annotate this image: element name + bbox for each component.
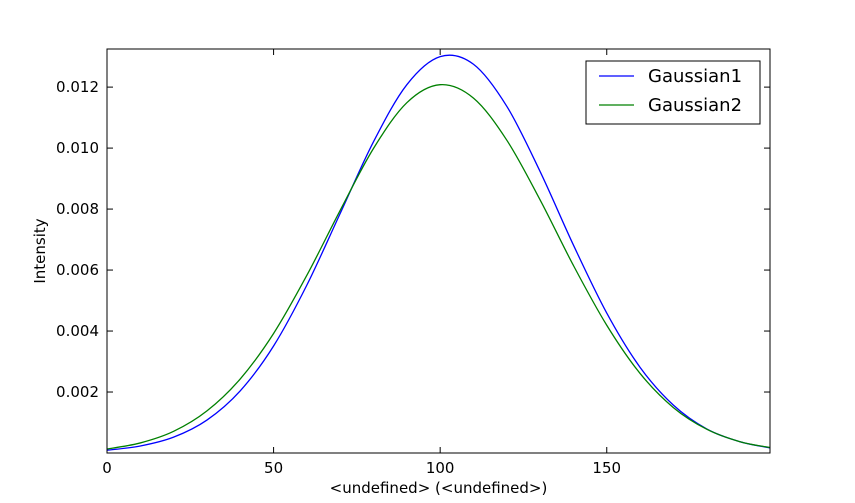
x-tick-label: 150 bbox=[592, 459, 621, 477]
x-tick-label: 50 bbox=[264, 459, 283, 477]
y-tick-label: 0.012 bbox=[56, 78, 99, 96]
y-tick-label: 0.006 bbox=[56, 261, 99, 279]
series-line-gaussian1 bbox=[107, 54, 770, 451]
series-line-gaussian2 bbox=[107, 83, 770, 450]
legend: Gaussian1 Gaussian2 bbox=[585, 60, 761, 125]
y-tick-label: 0.008 bbox=[56, 200, 99, 218]
y-tick-label: 0.002 bbox=[56, 383, 99, 401]
axis-ticks: 0 50 100 150 0.002 0.004 0.006 0.008 0.010 0.012 bbox=[56, 49, 770, 477]
y-tick-label: 0.010 bbox=[56, 139, 99, 157]
legend-label-gaussian2: Gaussian2 bbox=[648, 95, 742, 116]
y-tick-label: 0.004 bbox=[56, 322, 99, 340]
x-axis-label: <undefined> (<undefined>) bbox=[330, 479, 548, 497]
legend-label-gaussian1: Gaussian1 bbox=[648, 66, 742, 87]
plot-area bbox=[107, 54, 770, 451]
x-tick-label: 0 bbox=[102, 459, 112, 477]
plot-frame bbox=[106, 48, 771, 454]
legend-box bbox=[585, 60, 761, 125]
x-tick-label: 100 bbox=[426, 459, 455, 477]
y-axis-label: Intensity bbox=[31, 218, 49, 283]
